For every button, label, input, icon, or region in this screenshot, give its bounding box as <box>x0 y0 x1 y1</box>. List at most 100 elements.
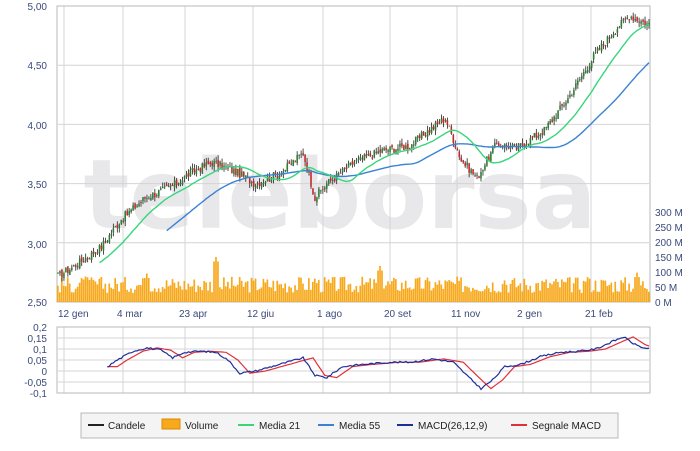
volume-bar <box>319 292 322 302</box>
volume-bar <box>630 291 632 302</box>
candle-body <box>80 257 83 262</box>
candle-body <box>507 146 510 149</box>
legend-swatch <box>161 418 181 430</box>
candle-body <box>598 48 601 50</box>
volume-bar <box>572 283 575 302</box>
volume-bar <box>60 277 63 302</box>
candle-body <box>604 45 607 47</box>
x-tick-label: 2 gen <box>517 309 542 320</box>
volume-tick-label: 150 M <box>655 253 683 264</box>
candle-body <box>258 182 261 187</box>
candle-body <box>496 142 498 144</box>
candle-body <box>436 120 439 124</box>
legend-label: Media 21 <box>259 421 301 432</box>
candle-body <box>361 158 364 160</box>
volume-bar <box>268 286 271 302</box>
candle-body <box>187 173 190 177</box>
volume-bar <box>428 281 431 302</box>
candle-body <box>280 175 283 177</box>
volume-bar <box>345 290 348 302</box>
price-tick-label: 2,50 <box>28 298 48 309</box>
candle-body <box>351 161 354 165</box>
candle-body <box>442 117 445 123</box>
macd-tick-label: 0,15 <box>28 334 48 345</box>
volume-bar <box>266 279 269 302</box>
volume-bar <box>315 283 318 302</box>
volume-bar <box>491 282 494 302</box>
volume-bar <box>424 280 427 302</box>
legend-label: MACD(26,12,9) <box>418 421 487 432</box>
legend-item-media-21[interactable]: Media 21 <box>238 421 301 432</box>
volume-bar <box>98 278 101 302</box>
volume-bar <box>213 261 215 302</box>
candle-body <box>488 156 490 161</box>
candle-body <box>69 269 71 275</box>
volume-bar <box>167 286 170 302</box>
candle-body <box>367 154 370 156</box>
volume-bar <box>169 285 172 302</box>
volume-bar <box>590 292 593 302</box>
volume-bar <box>547 287 549 302</box>
candle-body <box>195 169 198 175</box>
candle-body <box>476 174 478 176</box>
candle-body <box>154 192 156 198</box>
candle-body <box>571 95 573 97</box>
candle-body <box>555 117 557 119</box>
volume-bar <box>525 285 528 302</box>
candle-body <box>620 20 623 28</box>
volume-bar <box>432 288 435 302</box>
candle-body <box>78 258 81 269</box>
volume-bar <box>648 291 650 302</box>
candle-body <box>569 94 571 97</box>
candle-body <box>211 162 213 166</box>
volume-bar <box>248 292 251 302</box>
volume-bar <box>452 282 455 302</box>
candle-body <box>179 183 182 185</box>
candle-body <box>96 252 99 254</box>
volume-bar <box>458 280 460 302</box>
volume-bar <box>420 288 423 302</box>
candle-body <box>478 176 480 178</box>
volume-bar <box>288 286 290 302</box>
legend-item-candele[interactable]: Candele <box>88 421 146 432</box>
candle-body <box>65 267 67 273</box>
macd-panel-frame <box>56 326 651 394</box>
volume-bar <box>574 277 577 302</box>
candle-body <box>199 168 202 172</box>
candle-body <box>596 47 599 51</box>
candle-body <box>329 178 332 181</box>
legend-item-volume[interactable]: Volume <box>161 418 219 432</box>
volume-tick-label: 0 M <box>655 298 672 309</box>
candle-body <box>490 152 492 162</box>
volume-bar <box>254 278 257 302</box>
volume-bar <box>90 277 93 302</box>
legend-item-macd[interactable]: MACD(26,12,9) <box>397 421 487 432</box>
volume-bar <box>644 288 646 302</box>
price-tick-label: 4,50 <box>28 61 48 72</box>
volume-bar <box>225 286 227 302</box>
volume-bar <box>219 287 221 302</box>
volume-bar <box>236 284 239 302</box>
volume-bar <box>503 280 506 302</box>
legend-item-segnale-macd[interactable]: Segnale MACD <box>511 421 601 432</box>
volume-bar <box>244 282 247 302</box>
volume-bar <box>531 292 534 302</box>
candle-body <box>248 177 251 184</box>
volume-bars <box>57 257 650 302</box>
candle-body <box>231 166 233 173</box>
volume-bar <box>138 285 140 302</box>
media-21-line <box>99 23 650 264</box>
volume-bar <box>476 289 478 302</box>
candle-body <box>90 251 93 260</box>
candle-body <box>535 132 538 138</box>
volume-bar <box>446 281 449 302</box>
candle-body <box>399 143 401 147</box>
candle-body <box>156 195 158 197</box>
volume-bar <box>389 284 391 302</box>
volume-tick-label: 50 M <box>655 283 677 294</box>
volume-bar <box>416 278 419 302</box>
candle-body <box>278 175 281 181</box>
candle-body <box>292 160 295 166</box>
legend-item-media-55[interactable]: Media 55 <box>318 421 381 432</box>
